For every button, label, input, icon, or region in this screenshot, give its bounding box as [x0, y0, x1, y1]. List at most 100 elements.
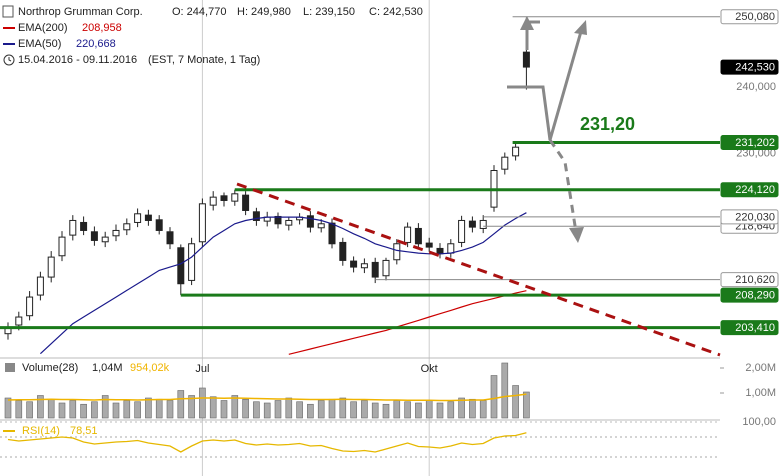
level-label: 224,120: [735, 184, 775, 196]
volume-bar: [4, 397, 12, 419]
level-label: 208,290: [735, 290, 775, 302]
volume-bar: [177, 390, 185, 419]
candle-body: [36, 276, 44, 296]
legend-name: EMA(200): [18, 22, 68, 34]
level-label: 242,530: [735, 61, 775, 73]
volume-bar: [479, 400, 487, 419]
volume-bar: [112, 402, 120, 419]
volume-bar: [317, 400, 325, 419]
volume-bar: [209, 396, 217, 419]
volume-bar: [523, 391, 530, 419]
volume-bar: [393, 400, 401, 419]
legend-name: Volume(28): [22, 362, 78, 374]
candle-body: [144, 214, 152, 221]
candle-body: [479, 219, 487, 229]
volume-bar: [361, 400, 368, 419]
level-label: 210,620: [735, 274, 775, 286]
x-tick-label: Okt: [421, 363, 438, 375]
level-label-box: [720, 209, 779, 225]
symbol-icon: [2, 5, 14, 18]
volume-bar: [231, 395, 239, 419]
candle-body: [123, 223, 131, 231]
volume-average: [7, 393, 527, 402]
level-label-box: [720, 320, 779, 336]
level-label-box: [720, 59, 779, 75]
candle-body: [512, 146, 520, 157]
legend-value: 1,04M: [92, 362, 123, 374]
candle-body: [360, 263, 368, 269]
volume-bar: [91, 401, 98, 419]
y-tick-label: 2,00M: [745, 362, 776, 374]
level-label: 220,030: [735, 211, 775, 223]
candle-body: [414, 227, 422, 245]
candle-body: [285, 219, 293, 226]
candle-body: [188, 243, 196, 281]
ohlc-high: H: 249,980: [237, 6, 291, 18]
volume-bar: [26, 401, 33, 419]
ohlc-open: O: 244,770: [172, 6, 226, 18]
legend-name: EMA(50): [18, 38, 61, 50]
arrow-head: [574, 20, 587, 35]
volume-bar: [274, 400, 282, 419]
candle-body: [231, 193, 239, 202]
volume-bar: [447, 401, 455, 419]
volume-bar: [242, 398, 249, 419]
volume-bar: [382, 403, 390, 419]
candle-body: [522, 51, 530, 68]
volume-bar: [404, 401, 411, 419]
candle-body: [468, 220, 476, 228]
labels-layer: Northrop Grumman Corp. O: 244,770 H: 249…: [2, 5, 779, 437]
volume-bar: [37, 395, 44, 419]
ema-line: [288, 290, 527, 355]
candle-body: [306, 215, 314, 228]
candle-body: [47, 256, 55, 278]
volume-bar: [307, 403, 314, 419]
candle-body: [69, 219, 77, 236]
volume-bar: [101, 395, 109, 419]
volume-bar: [69, 400, 77, 419]
level-label: 231,202: [735, 137, 775, 149]
volume-bar: [371, 402, 379, 419]
volume-bar: [501, 362, 509, 419]
legend-swatch: [5, 363, 15, 372]
candle-body: [26, 296, 34, 317]
candle-body: [350, 260, 358, 268]
projection-arrow: [548, 139, 578, 233]
ohlc-low: L: 239,150: [303, 6, 355, 18]
volume-bar: [328, 398, 336, 419]
legend-value: 220,668: [76, 38, 116, 50]
ohlc-close: C: 242,530: [369, 6, 423, 18]
candle-body: [15, 316, 23, 326]
volume-bar: [285, 397, 293, 419]
y-tick-label: 1,00M: [745, 387, 776, 399]
legend-value: 78,51: [70, 425, 98, 437]
candle-body: [220, 195, 228, 201]
overlay-layer: [0, 16, 721, 421]
volume-bar: [188, 395, 195, 419]
level-annotation: 231,20: [580, 114, 635, 134]
volume-bar: [415, 402, 422, 419]
y-tick-label: 240,000: [736, 81, 776, 93]
marks-layer: [0, 16, 720, 453]
y-tick-label: 230,000: [736, 147, 776, 159]
volume-bar: [47, 398, 55, 419]
candle-body: [58, 236, 66, 257]
level-label: 203,410: [735, 322, 775, 334]
candle-body: [274, 215, 282, 225]
volume-bar: [469, 398, 476, 419]
candle-body: [339, 241, 347, 261]
candle-body: [252, 211, 260, 221]
arrow-head: [569, 227, 584, 243]
trend-line: [236, 182, 721, 357]
candle-body: [328, 222, 336, 245]
candle-body: [447, 243, 455, 254]
volume-bar: [123, 400, 131, 419]
date-range: 15.04.2016 - 09.11.2016: [18, 54, 137, 66]
candle-body: [393, 243, 401, 261]
candle-body: [90, 231, 98, 241]
level-label-box: [720, 287, 779, 303]
candle-body: [155, 219, 163, 231]
volume-bar: [145, 397, 152, 419]
candle-body: [317, 223, 325, 229]
